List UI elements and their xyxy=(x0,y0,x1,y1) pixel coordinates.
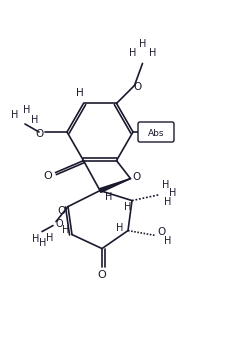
Text: H: H xyxy=(105,192,113,202)
Text: H: H xyxy=(32,234,40,244)
Text: O: O xyxy=(58,206,66,216)
Text: H: H xyxy=(76,89,83,98)
Text: H: H xyxy=(164,235,172,246)
Text: H: H xyxy=(116,222,124,233)
Text: O: O xyxy=(132,172,141,181)
Text: O: O xyxy=(158,226,166,237)
Text: O: O xyxy=(36,129,44,139)
FancyBboxPatch shape xyxy=(138,122,174,142)
Text: H: H xyxy=(149,49,156,58)
Text: H: H xyxy=(46,233,54,243)
Text: H: H xyxy=(129,49,136,58)
Text: Abs: Abs xyxy=(148,129,164,138)
Text: H: H xyxy=(62,225,70,235)
Text: H: H xyxy=(139,40,146,49)
Text: H: H xyxy=(39,238,47,248)
Text: H: H xyxy=(23,105,31,115)
Text: H: H xyxy=(11,110,19,120)
Text: H: H xyxy=(169,188,177,198)
Text: H: H xyxy=(31,115,39,125)
Text: O: O xyxy=(133,82,142,93)
Text: O: O xyxy=(98,270,106,280)
Text: O: O xyxy=(43,171,52,181)
Text: H: H xyxy=(162,180,170,190)
Text: H: H xyxy=(124,202,132,212)
Polygon shape xyxy=(99,179,130,193)
Text: O: O xyxy=(55,219,63,229)
Text: H: H xyxy=(164,197,172,207)
